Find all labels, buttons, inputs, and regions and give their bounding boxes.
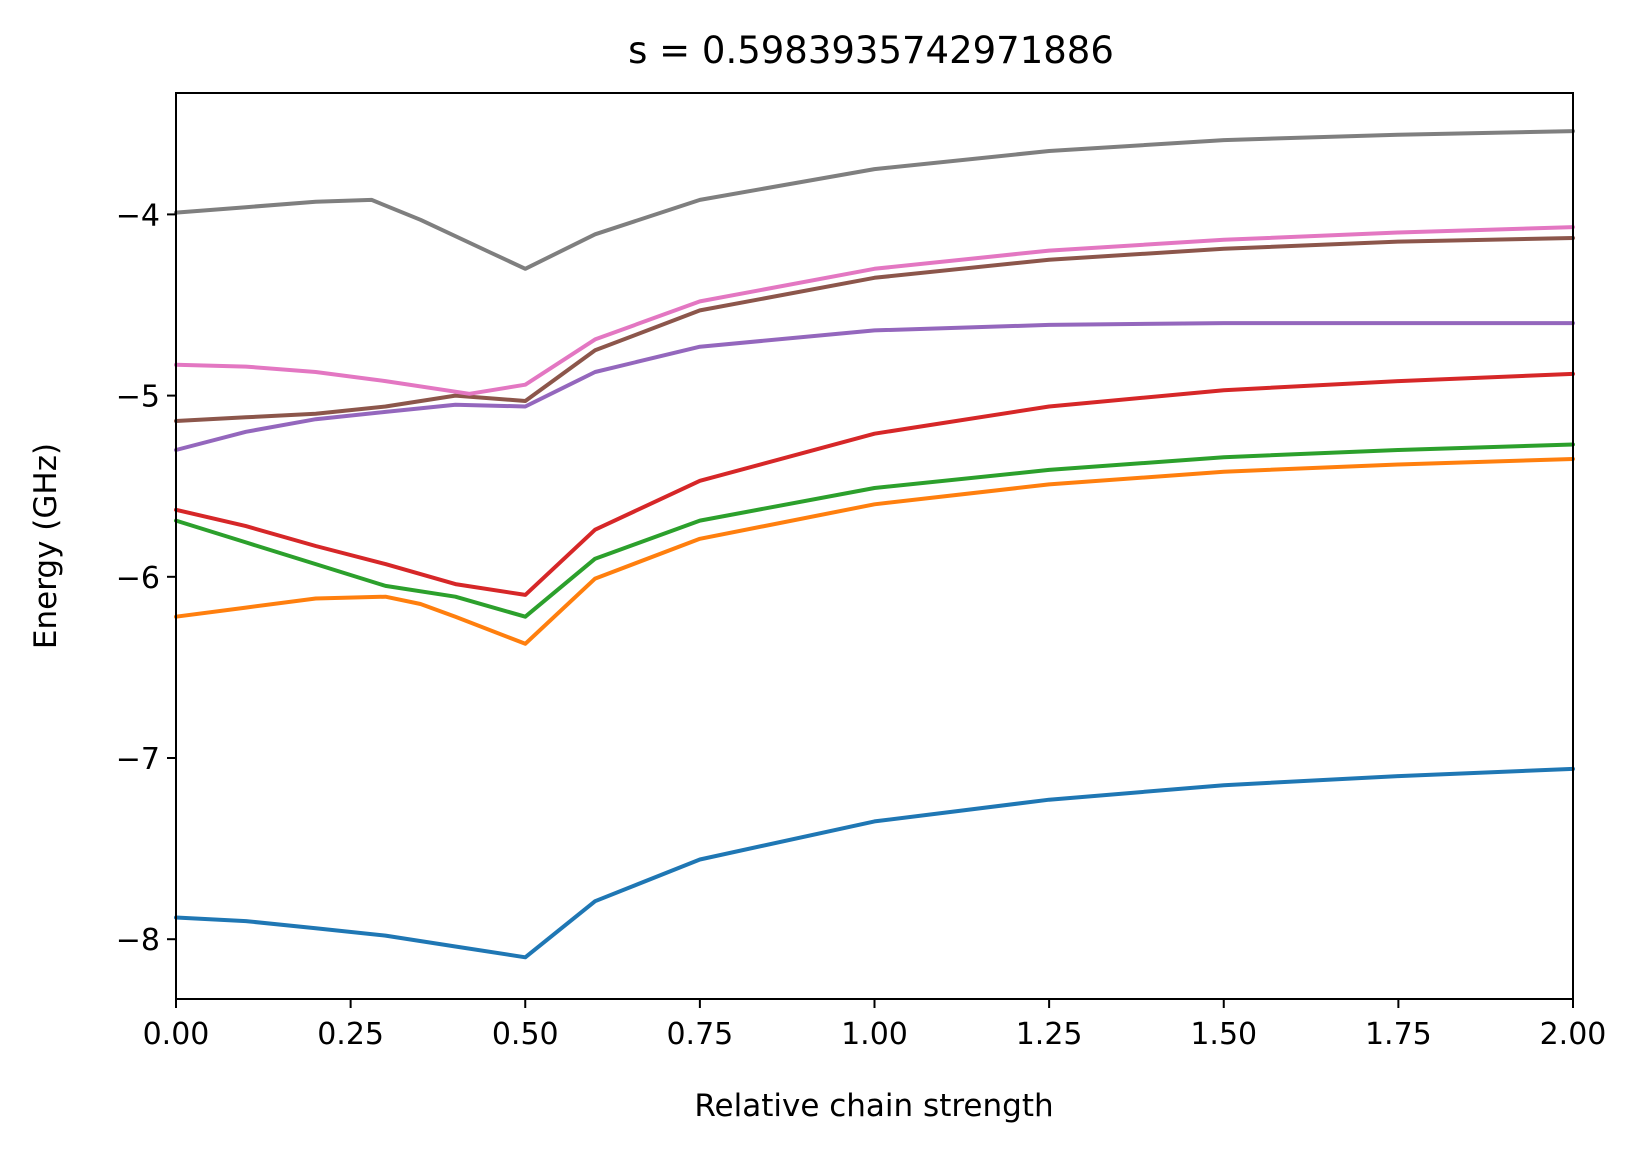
x-tick-label: 0.75 — [666, 1017, 733, 1052]
series-line-8 — [174, 129, 1575, 271]
y-axis-label: Energy (GHz) — [28, 443, 64, 649]
y-tick-label: −8 — [116, 923, 160, 958]
y-tick-label: −5 — [116, 380, 160, 415]
x-tick-label: 2.00 — [1540, 1017, 1607, 1052]
plot-frame — [175, 92, 1574, 1000]
chart-title: s = 0.5983935742971886 — [628, 29, 1114, 72]
series-layer — [174, 129, 1575, 960]
x-tick-label: 0.00 — [143, 1017, 210, 1052]
x-tick-label: 1.50 — [1190, 1017, 1257, 1052]
series-line-6 — [174, 236, 1575, 423]
series-line-1 — [174, 766, 1575, 960]
y-tick-label: −4 — [116, 198, 160, 233]
x-axis-ticks: 0.00 0.25 0.50 0.75 1.00 1.25 1.50 1.75 2.00 — [143, 999, 1607, 1052]
y-tick-label: −6 — [116, 561, 160, 596]
x-axis-label: Relative chain strength — [694, 1088, 1053, 1124]
y-axis-ticks: −8 −7 −6 −5 −4 — [116, 198, 176, 958]
x-tick-label: 0.25 — [317, 1017, 384, 1052]
series-line-2 — [174, 457, 1575, 646]
series-line-3 — [174, 442, 1575, 619]
series-line-4 — [174, 371, 1575, 597]
x-tick-label: 1.00 — [841, 1017, 908, 1052]
x-tick-label: 1.75 — [1365, 1017, 1432, 1052]
x-tick-label: 0.50 — [492, 1017, 559, 1052]
y-tick-label: −7 — [116, 742, 160, 777]
series-line-7 — [174, 225, 1575, 396]
x-tick-label: 1.25 — [1016, 1017, 1083, 1052]
series-line-5 — [174, 321, 1575, 452]
